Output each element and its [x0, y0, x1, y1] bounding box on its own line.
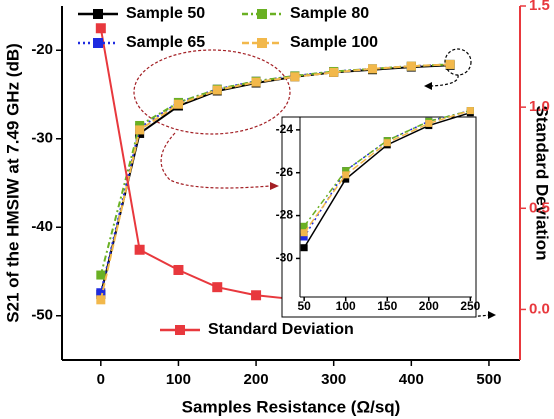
- inset-frame: [281, 116, 477, 318]
- y2-tick-label: 1.0: [529, 98, 550, 115]
- y-tick-label: -40: [31, 218, 53, 235]
- arrow-head: [488, 311, 496, 319]
- legend-marker: [175, 325, 185, 335]
- legend-label: Standard Deviation: [208, 321, 354, 338]
- series-line: [99, 63, 451, 301]
- annotations: [133, 49, 291, 190]
- point: [96, 270, 106, 280]
- x-tick-label: 400: [399, 371, 424, 388]
- x-tick-label: 0: [97, 371, 105, 388]
- x-tick-label: 50: [297, 299, 311, 313]
- y2-axis-title: Standard Deviation: [533, 106, 552, 261]
- point: [445, 59, 455, 69]
- y-tick-label: -20: [31, 41, 53, 58]
- x-tick-label: 100: [336, 299, 356, 313]
- legend-marker: [93, 38, 103, 48]
- point: [290, 72, 300, 82]
- point: [173, 264, 184, 275]
- point: [251, 77, 261, 87]
- point: [96, 288, 106, 298]
- arrow-head: [424, 82, 432, 90]
- x-tick-label: 300: [321, 371, 346, 388]
- point: [342, 175, 350, 183]
- point: [300, 244, 308, 252]
- point: [135, 125, 145, 135]
- legend-marker: [257, 38, 267, 48]
- legend-label: Sample 50: [126, 5, 205, 22]
- x-tick-label: 100: [166, 371, 191, 388]
- point: [342, 167, 350, 175]
- y-tick-label: -26: [276, 165, 294, 179]
- y2-tick-label: 0.0: [529, 300, 550, 317]
- point: [466, 107, 474, 115]
- legend-label: Sample 100: [290, 34, 378, 51]
- x-axis-title: Samples Resistance (Ω/sq): [182, 397, 401, 416]
- y-tick-label: -28: [276, 208, 294, 222]
- x-tick-label: 250: [460, 299, 480, 313]
- y-tick-label: -24: [276, 122, 294, 136]
- x-tick-label: 200: [244, 371, 269, 388]
- y-tick-label: -30: [31, 130, 53, 147]
- point: [300, 233, 308, 241]
- y2-tick-label: 0.5: [529, 199, 550, 216]
- point: [342, 171, 350, 179]
- x-tick-label: 150: [377, 299, 397, 313]
- point: [425, 119, 433, 127]
- point: [134, 244, 145, 255]
- point: [212, 85, 222, 95]
- y-axis-title: S21 of the HMSIW at 7.49 GHz (dB): [3, 43, 22, 323]
- legend-label: Sample 80: [290, 5, 369, 22]
- point: [251, 290, 262, 301]
- point: [383, 139, 391, 147]
- point: [329, 67, 339, 77]
- legend-marker: [257, 9, 267, 19]
- point: [300, 222, 308, 230]
- arrow-to-inset: [160, 132, 271, 189]
- y2-tick-label: 1.5: [529, 0, 550, 14]
- point: [368, 64, 378, 74]
- point: [300, 229, 308, 237]
- arrow-head: [270, 182, 279, 190]
- legend-marker: [93, 9, 103, 19]
- x-tick-label: 200: [419, 299, 439, 313]
- point: [96, 295, 106, 305]
- point: [95, 23, 106, 34]
- highlight-ellipse: [133, 49, 291, 135]
- series-line: [303, 109, 471, 227]
- point: [173, 99, 183, 109]
- y-tick-label: -30: [276, 251, 294, 265]
- y-tick-label: -50: [31, 307, 53, 324]
- arrow: [429, 74, 459, 87]
- point: [212, 282, 223, 293]
- legend-label: Sample 65: [126, 34, 205, 51]
- x-tick-label: 500: [476, 371, 501, 388]
- point: [406, 61, 416, 71]
